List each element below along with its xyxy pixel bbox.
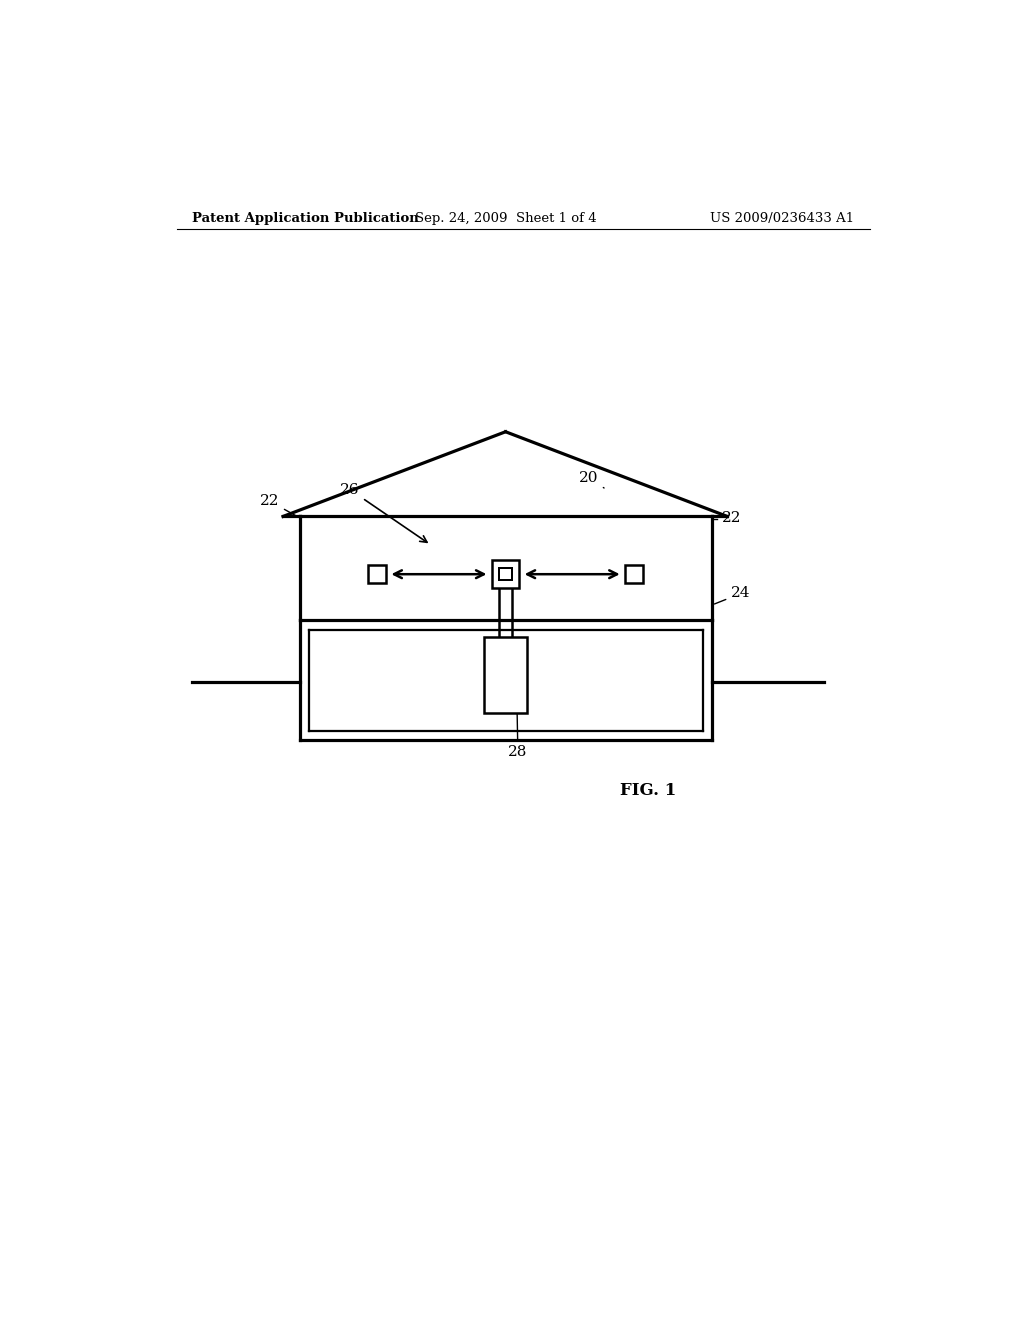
Text: 22: 22	[722, 511, 741, 525]
Bar	[484, 638, 527, 713]
Text: 20: 20	[579, 471, 604, 488]
Text: 28: 28	[508, 714, 527, 759]
Bar	[625, 565, 643, 583]
Text: Sep. 24, 2009  Sheet 1 of 4: Sep. 24, 2009 Sheet 1 of 4	[415, 213, 596, 224]
Text: Patent Application Publication: Patent Application Publication	[193, 213, 419, 224]
Text: 24: 24	[715, 586, 751, 605]
Bar	[492, 560, 519, 589]
Text: US 2009/0236433 A1: US 2009/0236433 A1	[711, 213, 854, 224]
Bar	[500, 568, 512, 581]
Text: FIG. 1: FIG. 1	[620, 781, 676, 799]
Text: 22: 22	[260, 494, 298, 516]
Text: 26: 26	[340, 483, 427, 543]
Bar	[368, 565, 386, 583]
